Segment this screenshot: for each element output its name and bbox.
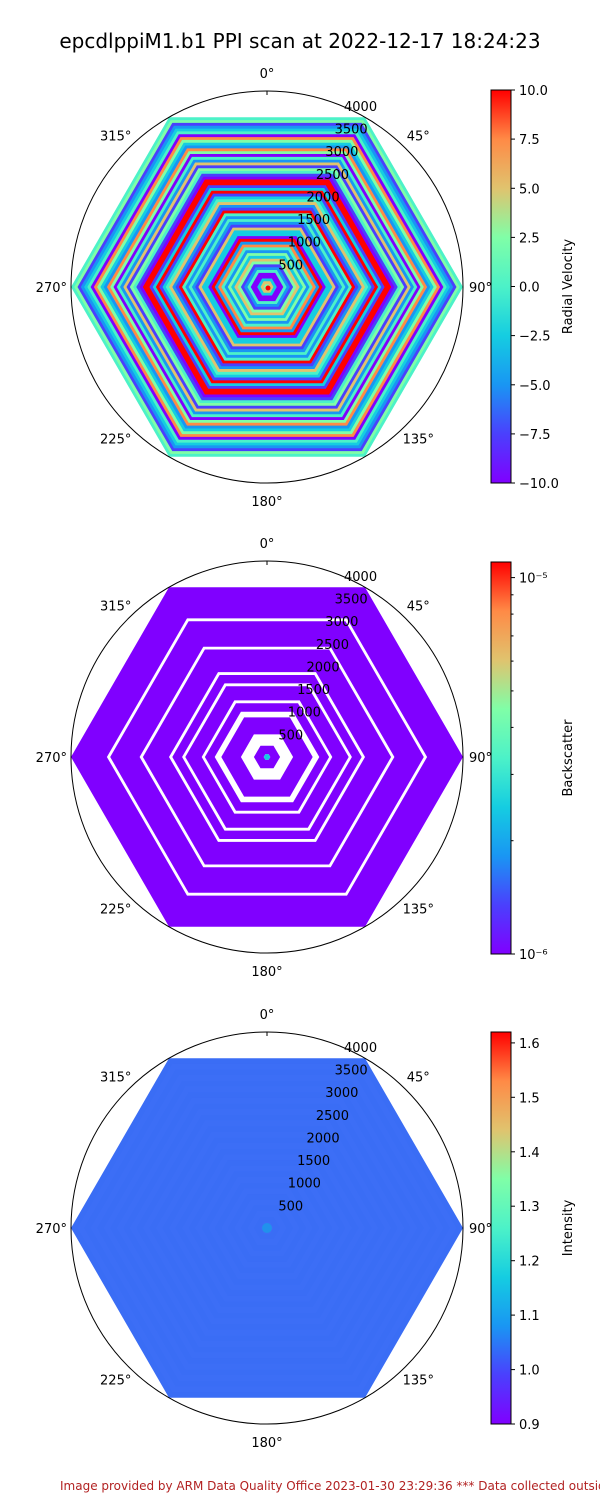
colorbar-label: Intensity — [561, 1199, 576, 1256]
radial-tick-label: 2000 — [307, 661, 340, 676]
colorbar-tick-label: 0.0 — [519, 281, 540, 296]
angle-tick-label: 225° — [100, 902, 131, 917]
radial-tick-label: 1000 — [288, 706, 321, 721]
colorbar-tick-label: 1.4 — [519, 1146, 540, 1161]
radial-tick-label: 4000 — [344, 570, 377, 585]
colorbar-tick-label: 2.5 — [519, 231, 540, 246]
radial-tick-label: 2500 — [316, 638, 349, 653]
radial-tick-label: 3000 — [325, 1086, 358, 1101]
colorbar-tick-label: −2.5 — [519, 330, 551, 345]
colorbar-tick-label: 1.5 — [519, 1091, 540, 1106]
colorbar-label: Radial Velocity — [561, 239, 576, 335]
polar-panel-1: 0° 45° 90° 135° 180° 225° 270° 315° 500 1000 1500 2… — [36, 67, 576, 510]
center-point — [265, 285, 271, 291]
radial-tick-label: 2500 — [316, 1109, 349, 1124]
angle-tick-label: 315° — [100, 600, 131, 615]
angle-tick-label: 180° — [251, 495, 282, 510]
radial-tick-label: 1000 — [288, 236, 321, 251]
colorbar-tick-label: 10⁻⁵ — [519, 572, 548, 587]
angle-tick-label: 225° — [100, 1373, 131, 1388]
polar-panel-3: 0° 45° 90° 135° 180° 225° 270° 315° 500 1000 1500 2… — [36, 1008, 576, 1451]
radial-tick-label: 500 — [278, 728, 303, 743]
angle-tick-label: 0° — [260, 537, 275, 552]
angle-tick-label: 45° — [407, 600, 430, 615]
colorbar: 1.6 1.5 1.4 1.3 1.2 1.1 1.0 0.9 Intensity — [490, 1031, 576, 1433]
center-point — [264, 754, 270, 760]
radial-tick-label: 2000 — [307, 1132, 340, 1147]
figure-title: epcdlppiM1.b1 PPI scan at 2022-12-17 18:… — [59, 29, 540, 53]
colorbar-tick-label: 1.1 — [519, 1309, 540, 1324]
colorbar-tick-label: 0.9 — [519, 1418, 540, 1433]
colorbar-tick-label: 5.0 — [519, 182, 540, 197]
angle-tick-label: 315° — [100, 130, 131, 145]
angle-tick-label: 180° — [251, 965, 282, 980]
colorbar-tick-label: −10.0 — [519, 477, 559, 492]
radial-tick-label: 2000 — [307, 191, 340, 206]
angle-tick-label: 270° — [36, 281, 67, 296]
angle-tick-label: 0° — [260, 67, 275, 82]
angle-tick-label: 180° — [251, 1436, 282, 1451]
colorbar-label: Backscatter — [561, 719, 576, 797]
footer-credit: Image provided by ARM Data Quality Offic… — [60, 1479, 600, 1493]
colorbar-tick-label: 10⁻⁶ — [519, 948, 548, 963]
radial-tick-label: 4000 — [344, 1041, 377, 1056]
polar-panel-2: 0° 45° 90° 135° 180° 225° 270° 315° 500 1000 1500 2… — [36, 537, 576, 980]
radial-tick-label: 3000 — [325, 615, 358, 630]
angle-tick-label: 0° — [260, 1008, 275, 1023]
center-point — [262, 1223, 272, 1233]
radial-tick-label: 3500 — [335, 593, 368, 608]
radial-tick-label: 3000 — [325, 145, 358, 160]
radial-tick-label: 1500 — [297, 1154, 330, 1169]
colorbar: 10.0 7.5 5.0 2.5 0.0 −2.5 −5.0 −7.5 −10.0 Radial … — [490, 84, 576, 492]
scan-bands — [71, 117, 463, 457]
radial-tick-label: 1500 — [297, 213, 330, 228]
scan-bands — [71, 1058, 463, 1398]
colorbar-tick-label: −5.0 — [519, 379, 551, 394]
angle-tick-label: 135° — [403, 1373, 434, 1388]
colorbar-gradient — [490, 561, 512, 955]
angle-tick-label: 270° — [36, 751, 67, 766]
angle-tick-label: 225° — [100, 432, 131, 447]
radial-tick-label: 1500 — [297, 683, 330, 698]
colorbar: 10⁻⁵ 10⁻⁶ Backscatter — [490, 561, 576, 963]
colorbar-tick-label: 10.0 — [519, 84, 548, 99]
angle-tick-label: 45° — [407, 1071, 430, 1086]
radial-tick-label: 3500 — [335, 123, 368, 138]
colorbar-tick-label: 1.0 — [519, 1364, 540, 1379]
colorbar-tick-label: 7.5 — [519, 133, 540, 148]
scan-bands — [71, 587, 463, 927]
radial-tick-label: 4000 — [344, 100, 377, 115]
radial-tick-label: 3500 — [335, 1064, 368, 1079]
angle-tick-label: 315° — [100, 1071, 131, 1086]
colorbar-gradient — [490, 89, 512, 484]
radial-tick-label: 1000 — [288, 1177, 321, 1192]
angle-tick-label: 90° — [469, 751, 492, 766]
radial-tick-label: 500 — [278, 1199, 303, 1214]
angle-tick-label: 270° — [36, 1222, 67, 1237]
radial-tick-label: 2500 — [316, 168, 349, 183]
angle-tick-label: 90° — [469, 1222, 492, 1237]
angle-tick-label: 90° — [469, 281, 492, 296]
radial-tick-label: 500 — [278, 258, 303, 273]
colorbar-tick-label: 1.2 — [519, 1255, 540, 1270]
angle-tick-label: 135° — [403, 432, 434, 447]
colorbar-tick-label: 1.6 — [519, 1037, 540, 1052]
angle-tick-label: 135° — [403, 902, 434, 917]
angle-tick-label: 45° — [407, 130, 430, 145]
colorbar-gradient — [490, 1031, 512, 1425]
colorbar-tick-label: 1.3 — [519, 1200, 540, 1215]
colorbar-tick-label: −7.5 — [519, 428, 551, 443]
